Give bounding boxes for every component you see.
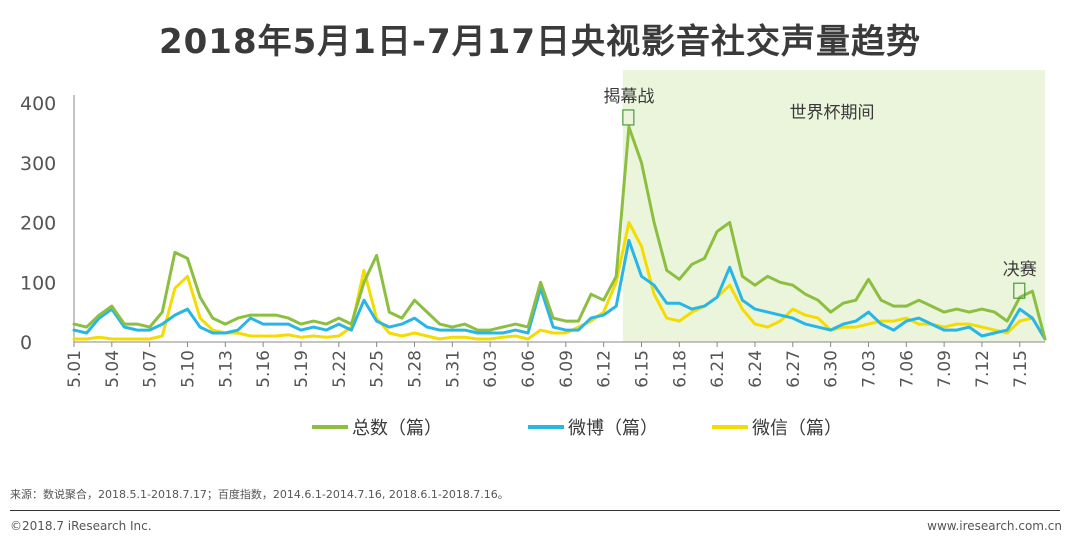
y-tick-label: 400 — [20, 93, 56, 115]
series-line — [72, 125, 1047, 341]
x-tick-label: 5.25 — [368, 350, 388, 388]
legend-label: 总数（篇） — [352, 418, 442, 439]
copyright-text: ©2018.7 iResearch Inc. — [10, 519, 152, 533]
x-tick-label: 6.06 — [519, 350, 539, 388]
x-tick-label: 6.12 — [595, 350, 615, 388]
shaded-region — [622, 70, 1045, 342]
x-tick-label: 6.03 — [481, 350, 501, 388]
x-tick-label: 7.15 — [1011, 350, 1031, 388]
x-tick-label: 6.24 — [746, 350, 766, 388]
x-tick-label: 6.27 — [784, 350, 804, 388]
x-tick-label: 7.06 — [897, 350, 917, 388]
y-tick-label: 100 — [20, 272, 56, 294]
x-tick-label: 6.15 — [632, 350, 652, 388]
x-tick-label: 7.12 — [973, 350, 993, 388]
x-tick-label: 6.21 — [708, 350, 728, 388]
x-tick-label: 5.13 — [216, 350, 236, 388]
source-note: 来源：数说聚合，2018.5.1-2018.7.17；百度指数，2014.6.1… — [10, 488, 509, 501]
x-tick-label: 6.09 — [557, 350, 577, 388]
x-tick-label: 5.01 — [65, 350, 85, 388]
x-tick-label: 5.10 — [178, 350, 198, 388]
x-tick-label: 5.16 — [254, 350, 274, 388]
x-tick-label: 5.07 — [141, 350, 161, 388]
annotation-marker — [622, 109, 635, 126]
legend-label: 微博（篇） — [568, 418, 658, 439]
shaded-region-label: 世界杯期间 — [790, 103, 875, 123]
x-tick-label: 6.30 — [822, 350, 842, 388]
legend: 总数（篇） 微博（篇） 微信（篇） — [312, 418, 842, 439]
footer-divider — [10, 510, 1060, 511]
x-tick-label: 7.09 — [935, 350, 955, 388]
y-tick-label: 0 — [20, 332, 32, 354]
legend-label: 微信（篇） — [752, 418, 842, 439]
x-tick-label: 5.31 — [443, 350, 463, 388]
x-tick-label: 6.18 — [670, 350, 690, 388]
x-tick-label: 5.04 — [103, 350, 123, 388]
annotation-marker — [1013, 282, 1026, 299]
series-line — [72, 221, 1047, 341]
website-text: www.iresearch.com.cn — [927, 519, 1062, 533]
chart-title: 2018年5月1日-7月17日央视影音社交声量趋势 — [158, 22, 922, 62]
y-tick-label: 300 — [20, 153, 56, 175]
shaded-region-layer — [622, 70, 1045, 342]
x-tick-label: 5.19 — [292, 350, 312, 388]
x-tick-label: 5.22 — [330, 350, 350, 388]
annotation-label: 揭幕战 — [603, 87, 654, 107]
axes-layer: 0 100 200 300 400 5.01 5.04 5.07 5.10 5.13 5.16 5.1… — [20, 93, 1045, 388]
series-line — [72, 238, 1047, 341]
line-chart: 0 100 200 300 400 5.01 5.04 5.07 5.10 5.13 5.16 5.1… — [20, 70, 1047, 439]
series-lines-layer — [72, 125, 1047, 341]
y-tick-label: 200 — [20, 213, 56, 235]
x-tick-label: 7.03 — [859, 350, 879, 388]
x-tick-label: 5.28 — [405, 350, 425, 388]
annotation-label: 决赛 — [1003, 259, 1037, 280]
